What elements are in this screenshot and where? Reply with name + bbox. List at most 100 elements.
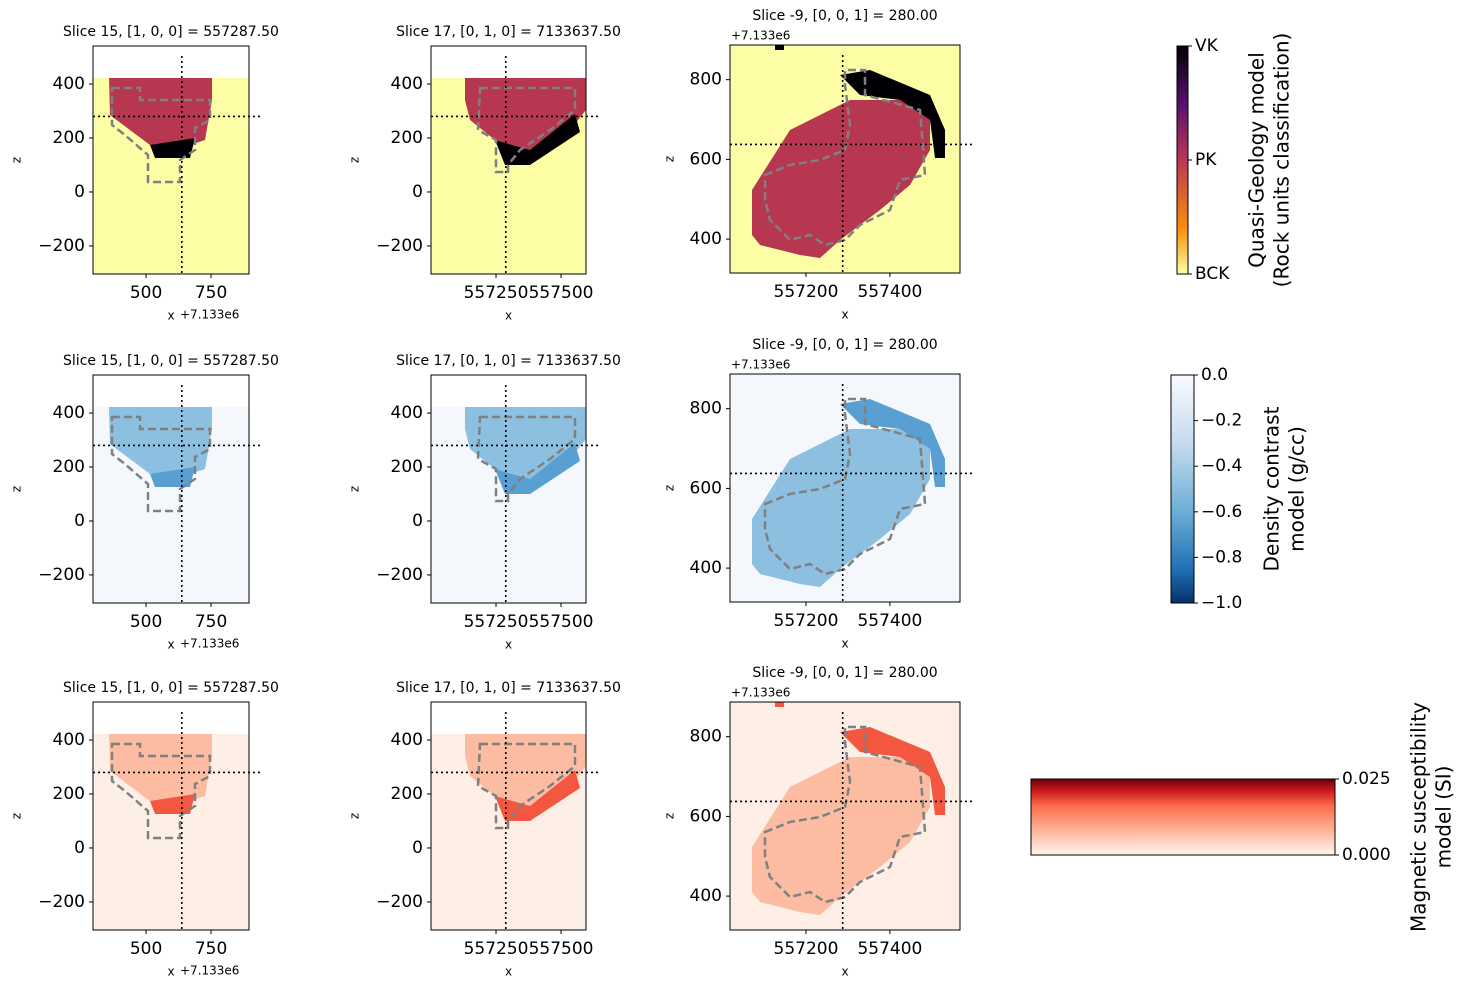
x-tick-label: 557250 xyxy=(464,283,529,303)
y-tick-label: −200 xyxy=(38,565,85,585)
y-tick-label: 800 xyxy=(690,399,722,419)
y-tick-label: 0 xyxy=(74,838,85,858)
body-cells xyxy=(109,734,212,801)
offset-text: +7.133e6 xyxy=(731,29,790,43)
outline xyxy=(763,68,927,247)
y-label: z xyxy=(663,156,677,162)
dark-cells xyxy=(495,770,580,821)
x-tick-label: 557200 xyxy=(774,939,839,959)
x-label: x xyxy=(505,965,512,979)
x-tick-label: 557200 xyxy=(774,282,839,302)
offset-text: +7.133e6 xyxy=(731,358,790,372)
colorbar-label: model (SI) xyxy=(1432,766,1456,869)
colorbar-tick-label: BCK xyxy=(1195,264,1230,284)
outline xyxy=(476,742,577,830)
x-tick-label: 500 xyxy=(130,939,162,959)
axes-frame xyxy=(92,45,250,275)
title: Slice 17, [0, 1, 0] = 7133637.50 xyxy=(396,353,621,369)
y-tick-label: 200 xyxy=(391,457,423,477)
x-tick-label: 557400 xyxy=(857,939,922,959)
title: Slice 15, [1, 0, 0] = 557287.50 xyxy=(63,680,279,696)
y-tick-label: 0 xyxy=(412,182,423,202)
y-label: z xyxy=(10,813,24,819)
axes-frame xyxy=(430,374,587,604)
offset-text: +7.133e6 xyxy=(731,686,790,700)
y-label: z xyxy=(348,486,362,492)
colorbar-tick-label: −1.0 xyxy=(1201,593,1242,613)
y-tick-label: 0 xyxy=(412,511,423,531)
body-cells xyxy=(109,407,212,474)
colorbar-tick-label: 0.000 xyxy=(1342,845,1391,865)
axes-frame xyxy=(92,701,250,931)
y-label: z xyxy=(348,813,362,819)
x-tick-label: 500 xyxy=(130,283,162,303)
title: Slice -9, [0, 0, 1] = 280.00 xyxy=(752,8,937,24)
title: Slice 17, [0, 1, 0] = 7133637.50 xyxy=(396,680,621,696)
x-label: x xyxy=(505,309,512,323)
outline xyxy=(763,725,927,904)
body-cells xyxy=(752,100,930,258)
colorbar-tick-label: VK xyxy=(1195,36,1219,56)
x-tick-label: 750 xyxy=(195,612,227,632)
dark-cells xyxy=(495,443,580,494)
outline xyxy=(110,86,212,184)
x-label: x xyxy=(167,638,174,652)
colorbar xyxy=(1176,45,1189,275)
y-tick-label: −200 xyxy=(38,236,85,256)
x-label: x xyxy=(167,309,174,323)
body-cells xyxy=(109,78,212,145)
colorbar-label: Magnetic susceptibility xyxy=(1407,702,1431,932)
outline xyxy=(110,415,212,513)
y-tick-label: 200 xyxy=(391,784,423,804)
x-tick-label: 557200 xyxy=(774,611,839,631)
y-tick-label: 200 xyxy=(53,784,85,804)
colorbar xyxy=(1170,374,1195,604)
title: Slice -9, [0, 0, 1] = 280.00 xyxy=(752,337,937,353)
axes-frame xyxy=(430,701,587,931)
x-label: x xyxy=(841,637,848,651)
y-tick-label: 400 xyxy=(690,886,722,906)
y-tick-label: 400 xyxy=(391,403,423,423)
y-tick-label: 200 xyxy=(391,128,423,148)
dark-cells xyxy=(150,467,195,487)
y-tick-label: 600 xyxy=(690,478,722,498)
y-tick-label: 400 xyxy=(391,74,423,94)
colorbar-tick-label: 0.0 xyxy=(1201,365,1228,385)
x-tick-label: 557400 xyxy=(857,611,922,631)
title: Slice 15, [1, 0, 0] = 557287.50 xyxy=(63,353,279,369)
outline xyxy=(763,397,927,576)
outline xyxy=(110,742,212,840)
x-label: x xyxy=(505,638,512,652)
y-tick-label: 600 xyxy=(690,806,722,826)
x-label: x xyxy=(841,965,848,979)
x-tick-label: 557250 xyxy=(464,939,529,959)
outline xyxy=(476,415,577,503)
y-label: z xyxy=(348,157,362,163)
y-tick-label: 400 xyxy=(690,229,722,249)
y-tick-label: 800 xyxy=(690,727,722,747)
y-tick-label: 400 xyxy=(53,730,85,750)
x-label: x xyxy=(841,308,848,322)
body-cells xyxy=(752,757,930,915)
dark-cells xyxy=(495,114,580,165)
y-label: z xyxy=(663,813,677,819)
dark-cells xyxy=(150,138,195,158)
y-label: z xyxy=(10,157,24,163)
y-tick-label: 0 xyxy=(74,182,85,202)
axes-frame xyxy=(430,45,587,275)
colorbar xyxy=(1030,778,1336,856)
colorbar-tick-label: PK xyxy=(1195,150,1217,170)
y-tick-label: −200 xyxy=(376,236,423,256)
y-label: z xyxy=(663,485,677,491)
body-cells xyxy=(752,429,930,587)
y-tick-label: 400 xyxy=(391,730,423,750)
x-tick-label: 557400 xyxy=(857,282,922,302)
outline xyxy=(476,86,577,174)
offset-text: +7.133e6 xyxy=(180,308,239,322)
title: Slice 17, [0, 1, 0] = 7133637.50 xyxy=(396,24,621,40)
colorbar-label: Density contrast xyxy=(1260,406,1284,571)
x-tick-label: 500 xyxy=(130,612,162,632)
offset-text: +7.133e6 xyxy=(180,637,239,651)
colorbar-tick-label: 0.025 xyxy=(1342,769,1391,789)
